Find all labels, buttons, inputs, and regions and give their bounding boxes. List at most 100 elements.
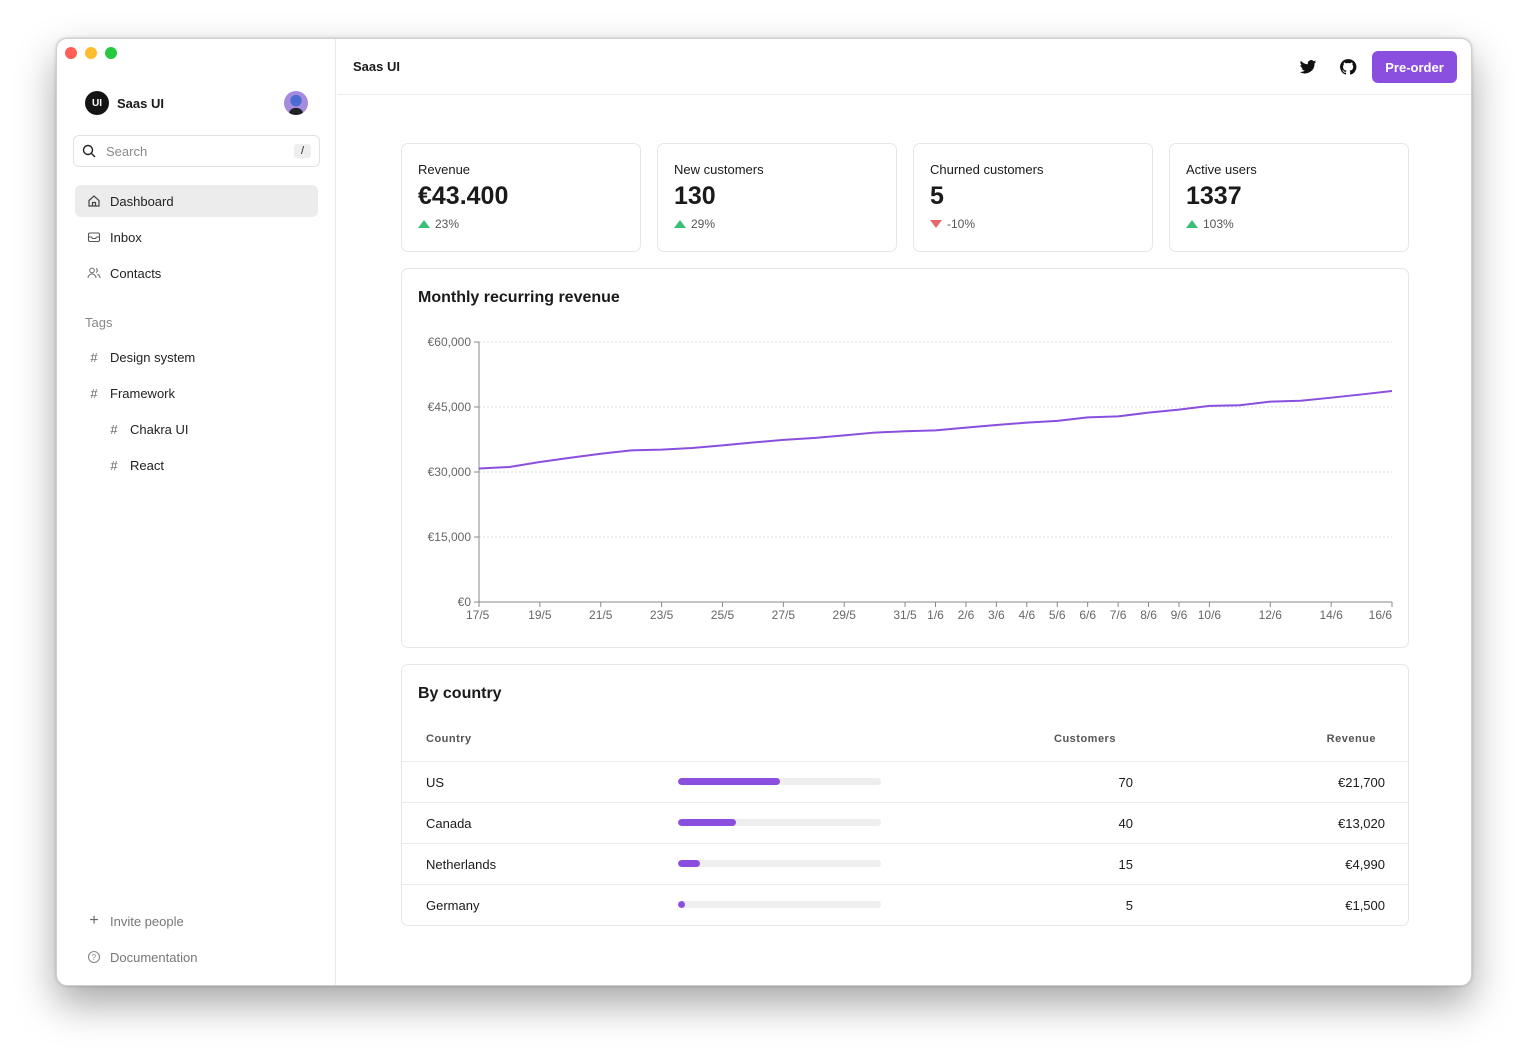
y-tick-label: €15,000: [428, 530, 472, 544]
search-placeholder: Search: [106, 143, 148, 159]
sidebar-item-dashboard[interactable]: Dashboard: [75, 185, 318, 217]
sidebar-item-inbox[interactable]: Inbox: [75, 221, 318, 253]
hash-icon: #: [110, 457, 118, 473]
documentation-link[interactable]: ? Documentation: [75, 941, 318, 973]
customers-cell: 70: [1118, 775, 1133, 790]
search-icon: [82, 144, 96, 158]
x-tick-label: 2/6: [958, 608, 975, 622]
sidebar-tag-react[interactable]: # React: [75, 449, 318, 481]
trend-up-icon: [674, 220, 686, 228]
stat-label: New customers: [674, 162, 764, 177]
country-cell: US: [426, 775, 445, 790]
customer-share-bar: [678, 778, 881, 785]
x-tick-label: 3/6: [988, 608, 1005, 622]
table-row: Canada 40 €13,020: [402, 802, 1409, 843]
stat-card-churned-customers: Churned customers 5 -10%: [913, 143, 1153, 252]
x-tick-label: 6/6: [1079, 608, 1096, 622]
hash-icon: #: [90, 385, 98, 401]
plus-icon: +: [89, 912, 99, 929]
tag-label: Chakra UI: [130, 421, 189, 437]
app-window: UI Saas UI Search / Dashboard Inbox Conta…: [56, 38, 1472, 986]
customer-share-fill: [678, 819, 737, 826]
x-tick-label: 14/6: [1319, 608, 1343, 622]
twitter-icon[interactable]: [1299, 58, 1317, 76]
home-icon: [88, 195, 100, 207]
customer-share-bar: [678, 901, 881, 908]
x-tick-label: 1/6: [927, 608, 944, 622]
close-window-button[interactable]: [65, 47, 77, 59]
avatar[interactable]: [284, 91, 308, 115]
tags-heading: Tags: [85, 315, 113, 330]
logo: UI: [85, 91, 109, 115]
sidebar-item-label: Contacts: [110, 265, 162, 281]
column-header-revenue[interactable]: Revenue: [1326, 733, 1376, 745]
chart-title: Monthly recurring revenue: [418, 289, 620, 306]
sidebar-tag-chakra-ui[interactable]: # Chakra UI: [75, 413, 318, 445]
sidebar-tag-framework[interactable]: # Framework: [75, 377, 318, 409]
column-header-country[interactable]: Country: [426, 733, 472, 745]
column-header-customers[interactable]: Customers: [1054, 733, 1116, 745]
stat-change-row: 23%: [418, 217, 624, 231]
x-tick-label: 19/5: [528, 608, 552, 622]
x-tick-label: 31/5: [893, 608, 917, 622]
tag-label: React: [130, 457, 164, 473]
hash-icon: #: [110, 421, 118, 437]
sidebar-item-contacts[interactable]: Contacts: [75, 257, 318, 289]
sidebar: UI Saas UI Search / Dashboard Inbox Conta…: [57, 39, 336, 985]
stat-card-active-users: Active users 1337 103%: [1169, 143, 1409, 252]
trend-down-icon: [930, 220, 942, 228]
y-tick-label: €30,000: [428, 465, 472, 479]
brand-name: Saas UI: [117, 95, 164, 111]
x-tick-label: 7/6: [1110, 608, 1127, 622]
search-input[interactable]: Search /: [73, 135, 320, 167]
revenue-cell: €13,020: [1338, 816, 1385, 831]
customers-cell: 15: [1118, 857, 1133, 872]
sidebar-item-label: Dashboard: [110, 193, 174, 209]
tag-label: Design system: [110, 349, 196, 365]
country-cell: Canada: [426, 816, 472, 831]
x-tick-label: 29/5: [833, 608, 857, 622]
stat-value: 1337: [1186, 182, 1242, 210]
revenue-cell: €21,700: [1338, 775, 1385, 790]
maximize-window-button[interactable]: [105, 47, 117, 59]
github-icon[interactable]: [1339, 58, 1357, 76]
topbar: Saas UI: [337, 39, 1471, 95]
preorder-button[interactable]: Pre-order: [1372, 51, 1457, 83]
stat-value: 130: [674, 182, 716, 210]
y-tick-label: €0: [458, 595, 472, 609]
customer-share-fill: [678, 778, 780, 785]
by-country-title: By country: [418, 685, 502, 702]
x-tick-label: 17/5: [466, 608, 490, 622]
help-circle-icon: ?: [87, 950, 101, 964]
sidebar-tag-design-system[interactable]: # Design system: [75, 341, 318, 373]
stat-change-row: 29%: [674, 217, 880, 231]
by-country-card: By country Country Customers Revenue US …: [401, 664, 1409, 926]
page-title: Saas UI: [353, 59, 400, 74]
y-tick-label: €45,000: [428, 400, 472, 414]
stat-change: 29%: [691, 217, 716, 231]
customers-cell: 5: [1125, 898, 1133, 913]
brand[interactable]: UI Saas UI: [85, 91, 164, 115]
mrr-series-line: [478, 389, 1393, 470]
stat-value: €43.400: [418, 182, 509, 210]
x-tick-label: 25/5: [711, 608, 735, 622]
customers-cell: 40: [1118, 816, 1133, 831]
x-tick-label: 4/6: [1018, 608, 1035, 622]
stat-card-new-customers: New customers 130 29%: [657, 143, 897, 252]
x-tick-label: 12/6: [1259, 608, 1283, 622]
minimize-window-button[interactable]: [85, 47, 97, 59]
x-tick-label: 27/5: [772, 608, 796, 622]
stat-change-row: 103%: [1186, 217, 1392, 231]
stat-label: Revenue: [418, 162, 471, 177]
y-tick-label: €60,000: [428, 335, 472, 349]
mrr-line-chart: €0 €15,000 €30,000 €45,000 €60,000 17/5 19/5 21…: [428, 335, 1393, 622]
x-tick-label: 5/6: [1049, 608, 1066, 622]
customer-share-fill: [678, 860, 700, 867]
stat-change: 103%: [1203, 217, 1234, 231]
x-tick-label: 8/6: [1140, 608, 1157, 622]
sidebar-item-label: Inbox: [110, 229, 142, 245]
invite-people-button[interactable]: + Invite people: [75, 905, 318, 937]
stat-change: -10%: [947, 217, 976, 231]
stat-label: Churned customers: [930, 162, 1044, 177]
trend-up-icon: [418, 220, 430, 228]
